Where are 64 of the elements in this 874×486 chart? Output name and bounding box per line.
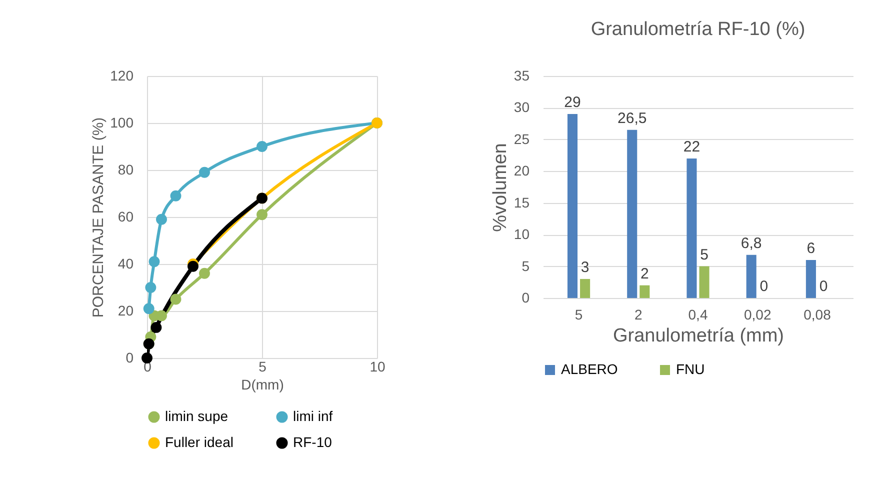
- point: [256, 141, 268, 152]
- x-tick-label: 0,02: [744, 306, 772, 322]
- point: [188, 260, 198, 272]
- chart-title: Granulometría RF-10 (%): [590, 19, 806, 40]
- data-label: 6: [806, 240, 816, 257]
- y-axis-title: PORCENTAJE PASANTE (%): [90, 117, 108, 318]
- y-tick-label: 100: [110, 114, 134, 130]
- point: [148, 256, 160, 268]
- point: [199, 268, 210, 279]
- x-axis-title: D(mm): [241, 376, 284, 392]
- x-axis-title: Granulometría (mm): [612, 326, 784, 346]
- legend-label: limin supe: [165, 408, 228, 424]
- point: [170, 190, 182, 202]
- data-label: 5: [700, 246, 708, 264]
- data-label: 3: [580, 258, 590, 276]
- y-tick-label: 40: [118, 256, 134, 272]
- y-tick-label: 35: [514, 68, 530, 84]
- bar: [580, 278, 590, 298]
- legend-label: RF-10: [293, 434, 332, 450]
- data-label: 29: [564, 94, 581, 112]
- y-tick-label: 120: [110, 68, 134, 84]
- bar: [567, 114, 578, 298]
- y-tick-label: 0: [522, 290, 530, 306]
- y-tick-label: 80: [118, 162, 134, 178]
- bar: [746, 254, 756, 298]
- bar: [699, 266, 710, 298]
- point: [199, 166, 210, 178]
- y-tick-label: 25: [514, 130, 530, 147]
- y-axis-title: %volumen: [490, 143, 511, 232]
- point: [145, 282, 156, 293]
- data-label: 0: [819, 278, 828, 295]
- x-tick-label: 10: [370, 358, 386, 374]
- y-tick-label: 5: [522, 258, 530, 274]
- y-tick-label: 10: [514, 226, 530, 242]
- point: [150, 322, 162, 333]
- data-label: 2: [640, 265, 649, 282]
- legend-label: FNU: [676, 361, 705, 377]
- x-tick-label: 0,4: [688, 306, 708, 322]
- y-tick-label: 20: [514, 162, 530, 179]
- x-tick-label: 5: [258, 358, 267, 374]
- point: [142, 352, 152, 364]
- point: [170, 294, 182, 305]
- data-label: 6,8: [740, 234, 762, 252]
- bar: [686, 158, 697, 298]
- y-tick-label: 15: [514, 194, 530, 210]
- bar: [806, 260, 816, 298]
- bar: [640, 285, 650, 298]
- y-tick-label: 60: [118, 208, 134, 224]
- point: [256, 209, 268, 220]
- legend-label: ALBERO: [561, 361, 618, 377]
- data-label: 26,5: [618, 110, 647, 127]
- data-label: 0: [760, 278, 768, 295]
- y-tick-label: 20: [118, 302, 134, 318]
- legend-label: limi inf: [293, 408, 333, 424]
- legend-label: Fuller ideal: [165, 434, 234, 450]
- bar: [627, 130, 638, 298]
- x-tick-label: 0,08: [804, 306, 832, 322]
- point: [143, 303, 154, 314]
- x-tick-label: 5: [574, 306, 583, 322]
- point: [156, 214, 167, 225]
- y-tick-label: 30: [514, 99, 530, 116]
- point: [156, 310, 167, 322]
- x-tick-label: 2: [634, 306, 642, 322]
- data-label: 22: [683, 138, 700, 156]
